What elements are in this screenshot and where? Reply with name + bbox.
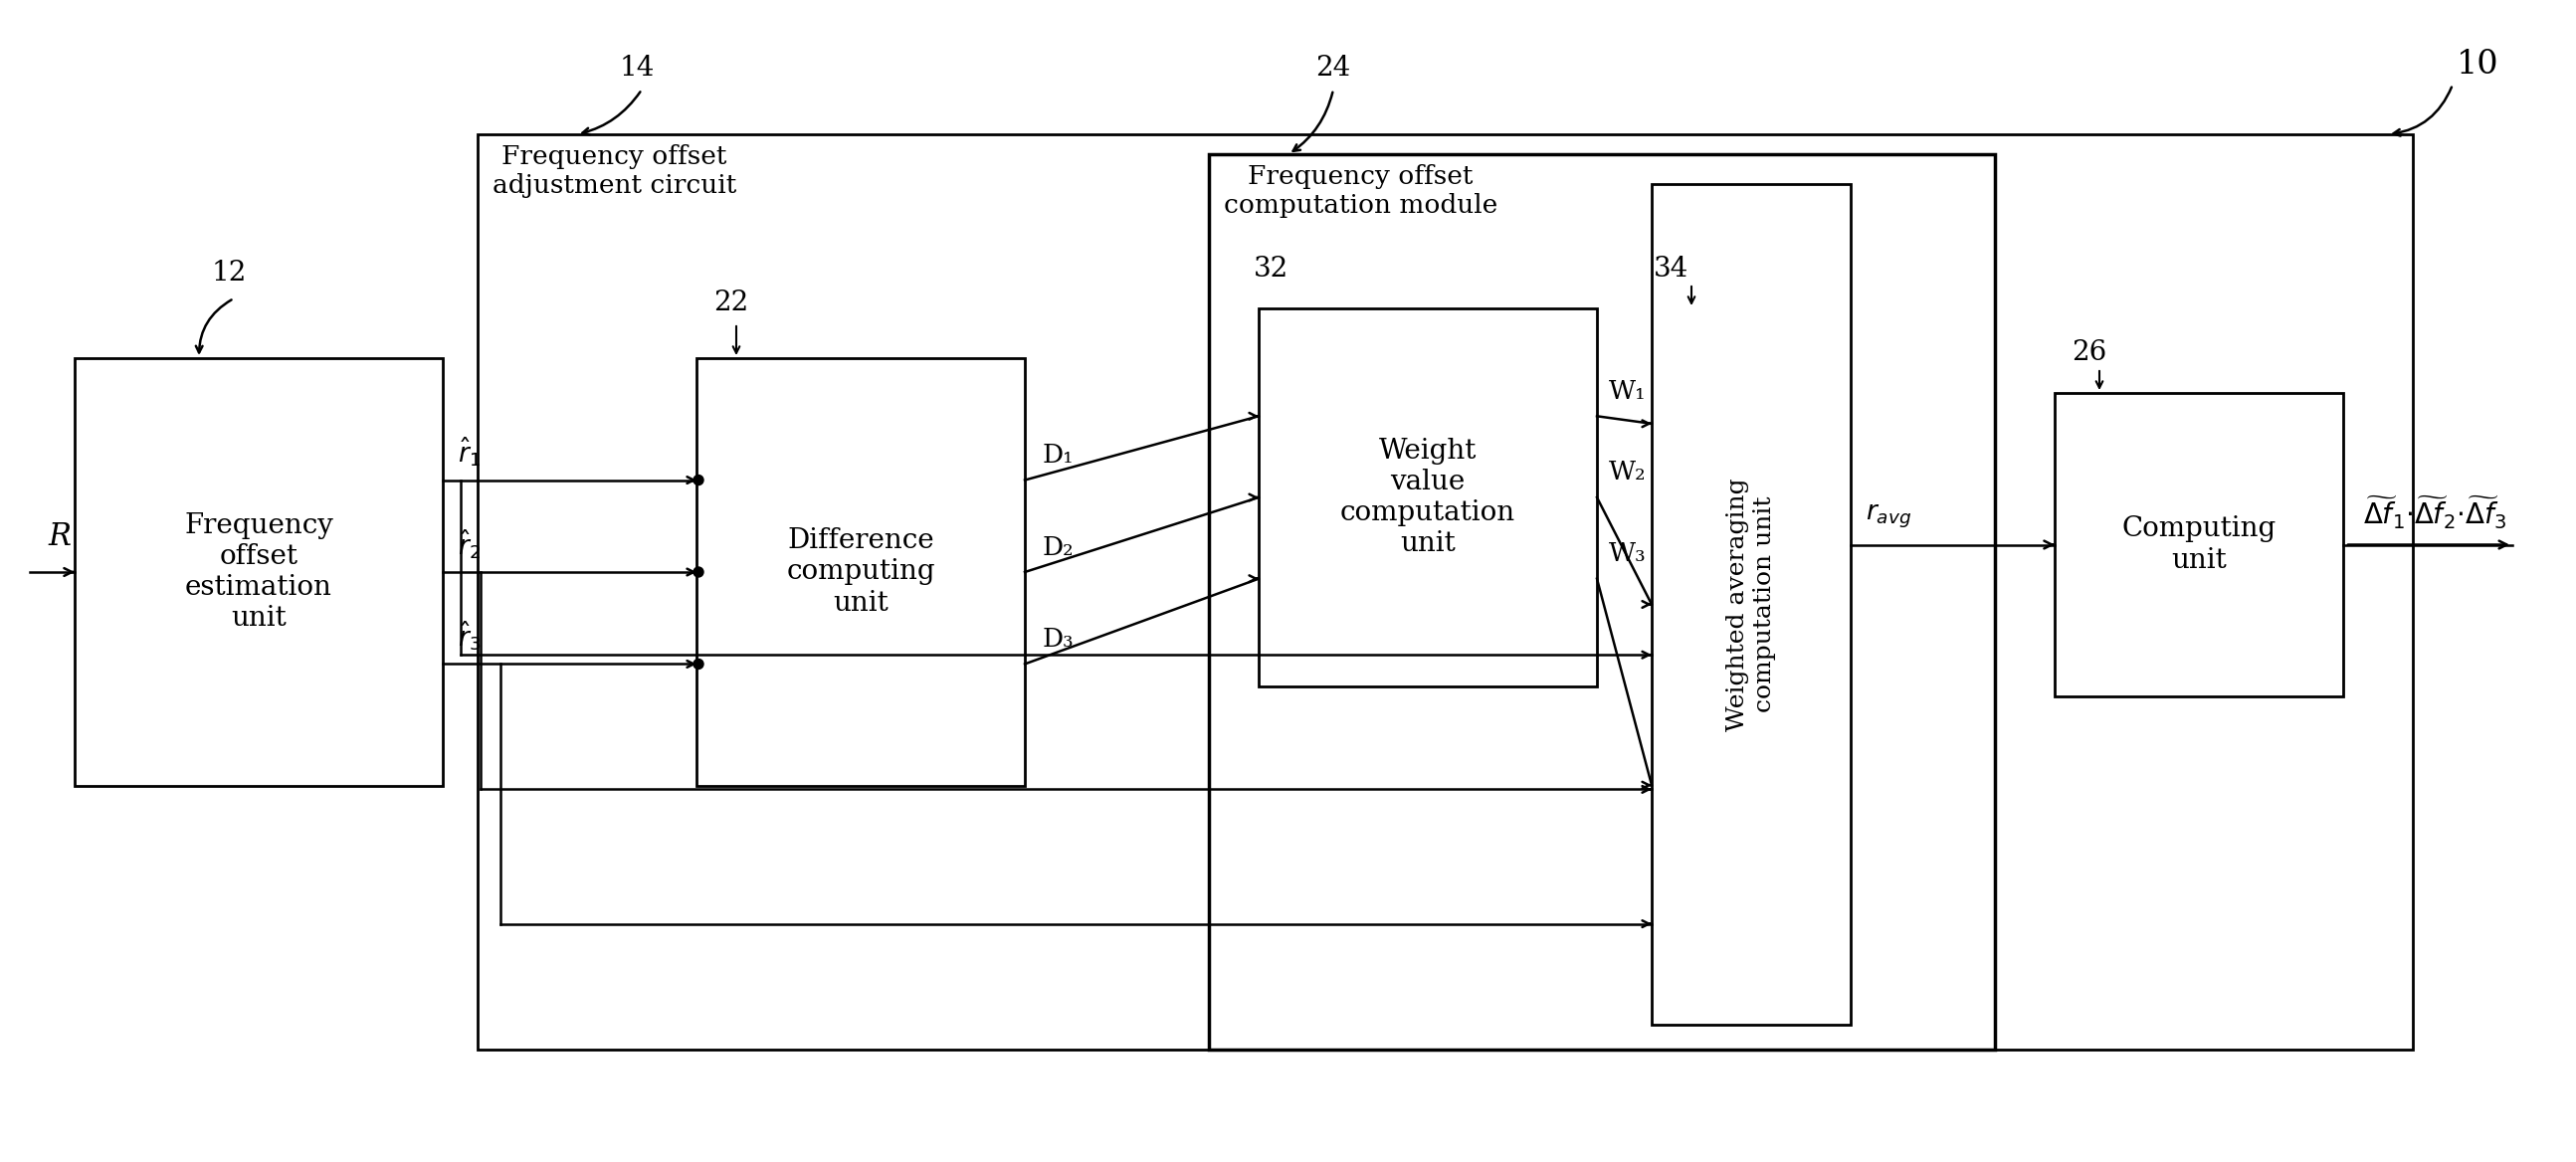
Text: $\hat{r}_2$: $\hat{r}_2$ [459, 528, 482, 561]
Text: Frequency offset
adjustment circuit: Frequency offset adjustment circuit [492, 144, 737, 198]
Text: R: R [49, 522, 72, 553]
Text: Weighted averaging
computation unit: Weighted averaging computation unit [1726, 478, 1775, 731]
Text: W₂: W₂ [1610, 460, 1646, 485]
Text: $\hat{r}_1$: $\hat{r}_1$ [459, 436, 482, 469]
Text: D₂: D₂ [1043, 535, 1074, 560]
Text: $r_{avg}$: $r_{avg}$ [1865, 503, 1911, 530]
Text: 10: 10 [2458, 49, 2499, 80]
Bar [75, 358, 443, 786]
Bar [1260, 308, 1597, 687]
Text: 12: 12 [211, 260, 247, 287]
Text: 24: 24 [1316, 55, 1350, 81]
Text: $\hat{r}_3$: $\hat{r}_3$ [459, 619, 482, 653]
Text: Frequency offset
computation module: Frequency offset computation module [1224, 164, 1497, 218]
Text: Weight
value
computation
unit: Weight value computation unit [1340, 437, 1515, 558]
Text: Frequency
offset
estimation
unit: Frequency offset estimation unit [183, 512, 332, 632]
Text: 14: 14 [618, 55, 654, 81]
Text: D₁: D₁ [1043, 443, 1074, 467]
Text: W₁: W₁ [1610, 379, 1646, 403]
Text: 32: 32 [1255, 256, 1288, 282]
Circle shape [693, 567, 703, 578]
Text: 22: 22 [714, 290, 750, 317]
Text: D₃: D₃ [1043, 626, 1074, 652]
Bar [2056, 393, 2344, 696]
Text: 34: 34 [1654, 256, 1690, 282]
Text: $\widetilde{\Delta f}_1$$\cdot$$\widetilde{\Delta f}_2$$\cdot$$\widetilde{\Delta: $\widetilde{\Delta f}_1$$\cdot$$\widetil… [2362, 494, 2506, 531]
Text: W₃: W₃ [1610, 541, 1646, 566]
Circle shape [693, 659, 703, 669]
Bar [696, 358, 1025, 786]
Circle shape [693, 475, 703, 485]
Bar [1208, 155, 1994, 1049]
Text: 26: 26 [2071, 339, 2107, 366]
Text: Computing
unit: Computing unit [2123, 516, 2277, 574]
Bar [1651, 184, 1850, 1025]
Bar [477, 135, 2414, 1049]
Text: Difference
computing
unit: Difference computing unit [786, 528, 935, 617]
